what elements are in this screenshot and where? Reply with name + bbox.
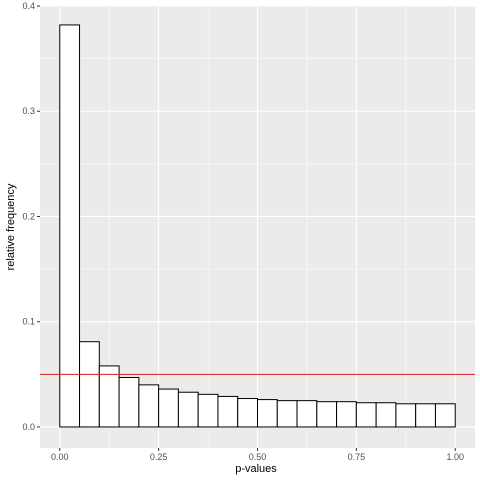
y-tick-label: 0.4	[22, 1, 35, 11]
histogram-bar	[336, 401, 357, 428]
histogram-bar	[177, 391, 199, 428]
x-tick-label: 0.25	[150, 452, 168, 462]
histogram-bar	[395, 403, 417, 428]
histogram-bar	[375, 402, 397, 428]
histogram-bar	[197, 393, 219, 428]
histogram-bar	[217, 395, 239, 428]
y-tick-label: 0.0	[22, 422, 35, 432]
y-axis-ticks: 0.0 0.1 0.2 0.3 0.4	[22, 1, 40, 432]
y-axis-title: relative frequency	[5, 183, 17, 270]
histogram-bar	[257, 399, 278, 428]
histogram-bar	[296, 400, 318, 428]
y-tick-label: 0.2	[22, 211, 35, 221]
x-axis-title: p-values	[235, 463, 277, 475]
y-tick-label: 0.3	[22, 106, 35, 116]
x-tick-label: 0.50	[249, 452, 267, 462]
histogram-bar	[138, 384, 160, 428]
histogram-bar	[158, 388, 179, 428]
histogram-bar	[316, 401, 338, 428]
histogram-bar	[98, 365, 120, 428]
histogram-bar	[237, 398, 259, 428]
histogram-bar	[415, 403, 436, 428]
x-tick-label: 0.75	[348, 452, 366, 462]
y-tick-label: 0.1	[22, 317, 35, 327]
x-tick-label: 0.00	[51, 452, 69, 462]
x-tick-label: 1.00	[446, 452, 464, 462]
histogram-bar	[276, 400, 298, 428]
x-axis-ticks: 0.00 0.25 0.50 0.75 1.00	[51, 448, 464, 462]
histogram-bar	[118, 376, 140, 428]
histogram-bars	[59, 24, 456, 428]
histogram-bar	[355, 402, 377, 428]
histogram-bar	[79, 341, 100, 428]
histogram-bar	[59, 24, 81, 428]
histogram-bar	[434, 403, 456, 428]
